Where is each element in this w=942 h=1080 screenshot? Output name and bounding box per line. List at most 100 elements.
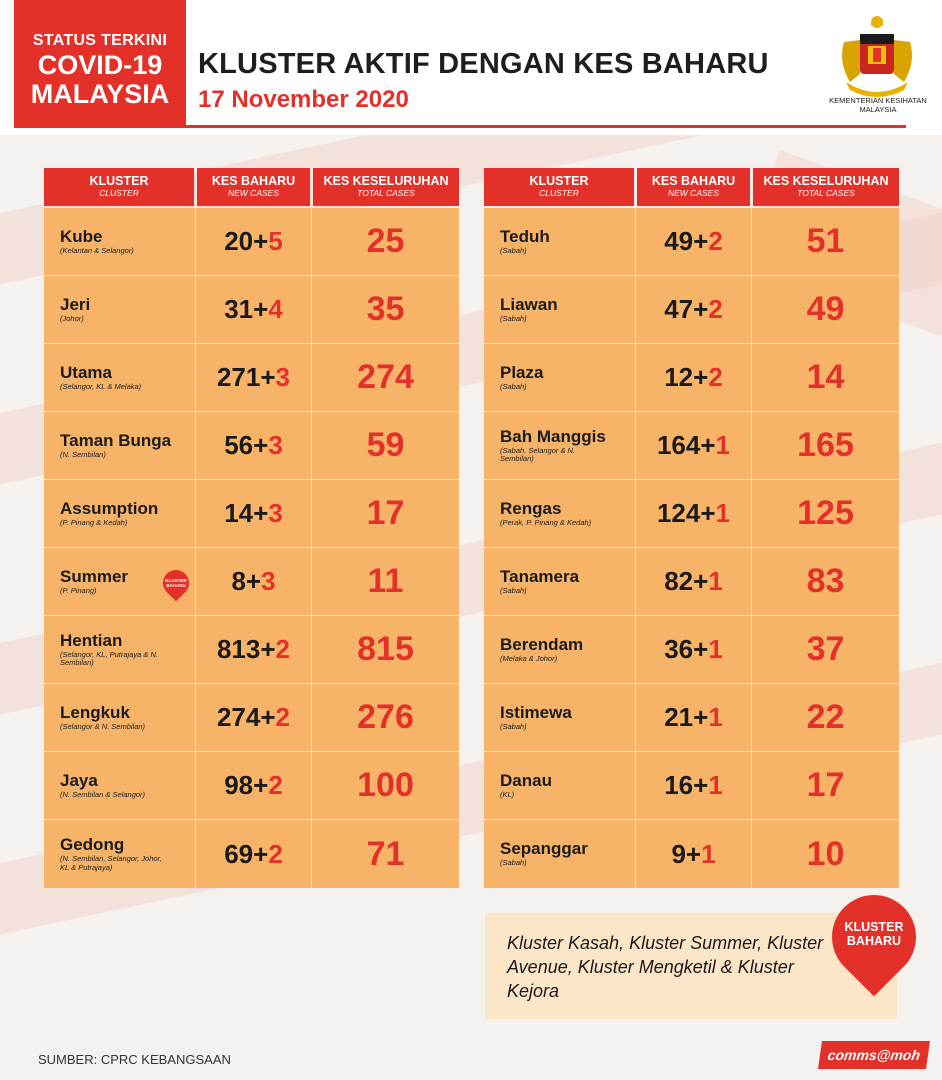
col-cluster-header: KLUSTER CLUSTER — [44, 168, 194, 206]
cluster-cell: Jaya (N. Sembilan & Selangor) — [44, 752, 196, 819]
cluster-name: Sepanggar — [500, 839, 588, 859]
cluster-table-right: KLUSTER CLUSTER KES BAHARU NEW CASES KES… — [484, 168, 899, 888]
cluster-table-left: KLUSTER CLUSTER KES BAHARU NEW CASES KES… — [44, 168, 459, 888]
cluster-name: Istimewa — [500, 702, 572, 722]
total-cases-cell: 14 — [752, 344, 899, 411]
table-row: Istimewa (Sabah) 21+1 22 — [484, 684, 899, 752]
cluster-cell: Utama (Selangor, KL & Melaka) — [44, 344, 196, 411]
header-divider — [186, 125, 906, 128]
source-text: SUMBER: CPRC KEBANGSAAN — [38, 1052, 231, 1067]
table-row: Gedong (N. Sembilan, Selangor, Johor, KL … — [44, 820, 459, 888]
new-cases-value: 16+1 — [664, 770, 723, 800]
cluster-name: Assumption — [60, 498, 159, 518]
cluster-name: Kube — [60, 226, 103, 246]
cluster-region: (P. Pinang & Kedah) — [60, 517, 128, 527]
cluster-name: Danau — [500, 770, 552, 790]
cluster-region: (Selangor, KL & Melaka) — [60, 381, 142, 391]
new-cases-value: 69+2 — [224, 838, 283, 869]
total-cases-value: 49 — [806, 290, 845, 328]
new-cases-value: 47+2 — [664, 294, 723, 324]
new-cases-cell: 98+2 — [196, 752, 312, 819]
total-cases-value: 10 — [806, 834, 845, 873]
new-cases-value: 49+2 — [664, 226, 723, 256]
table-row: Bah Manggis (Sabah, Selangor & N. Sembila… — [484, 412, 899, 480]
cluster-name: Summer — [60, 566, 129, 586]
cluster-region: (KL) — [500, 789, 515, 799]
table-row: Danau (KL) 16+1 17 — [484, 752, 899, 820]
table-row: Berendam (Melaka & Johor) 36+1 37 — [484, 616, 899, 684]
new-cases-value: 12+2 — [664, 362, 723, 392]
total-cases-cell: 49 — [752, 276, 899, 343]
cluster-cell: Gedong (N. Sembilan, Selangor, Johor, KL … — [44, 820, 196, 888]
comms-logo: comms@moh — [818, 1041, 930, 1069]
new-cases-cell: 69+2 — [196, 820, 312, 888]
cluster-region: (Sabah) — [500, 721, 527, 731]
total-cases-value: 165 — [797, 426, 854, 464]
total-cases-cell: 276 — [312, 684, 459, 751]
col-total-header: KES KESELURUHAN TOTAL CASES — [753, 168, 899, 206]
new-cases-value: 271+3 — [216, 362, 291, 392]
cluster-cell: Bah Manggis (Sabah, Selangor & N. Sembila… — [484, 412, 636, 479]
status-line3: MALAYSIA — [30, 79, 170, 109]
table-row: Teduh (Sabah) 49+2 51 — [484, 208, 899, 276]
page-title: KLUSTER AKTIF DENGAN KES BAHARU — [198, 48, 769, 80]
new-cases-value: 124+1 — [656, 498, 731, 528]
cluster-cell: Summer (P. Pinang) KLUSTER BAHARU — [44, 548, 196, 615]
total-cases-value: 59 — [366, 426, 405, 464]
new-cases-value: 813+2 — [216, 634, 291, 664]
total-cases-cell: 51 — [752, 208, 899, 275]
cluster-region: (Sabah) — [500, 245, 527, 255]
total-cases-value: 83 — [806, 562, 845, 600]
new-cases-value: 98+2 — [224, 770, 283, 800]
cluster-cell: Rengas (Perak, P. Pinang & Kedah) — [484, 480, 636, 547]
table-row: Liawan (Sabah) 47+2 49 — [484, 276, 899, 344]
total-cases-value: 276 — [357, 698, 414, 736]
cluster-name: Liawan — [500, 294, 558, 314]
cluster-name: Gedong — [60, 835, 125, 854]
cluster-region: (Selangor, KL, Putrajaya & N. Sembilan) — [60, 649, 158, 667]
cluster-name: Berendam — [500, 634, 584, 654]
cluster-region: (Perak, P. Pinang & Kedah) — [500, 517, 592, 527]
col-cluster-header: KLUSTER CLUSTER — [484, 168, 634, 206]
table-row: Taman Bunga (N. Sembilan) 56+3 59 — [44, 412, 459, 480]
cluster-name: Tanamera — [500, 566, 580, 586]
table-row: Assumption (P. Pinang & Kedah) 14+3 17 — [44, 480, 459, 548]
table-row: Tanamera (Sabah) 82+1 83 — [484, 548, 899, 616]
cluster-cell: Liawan (Sabah) — [484, 276, 636, 343]
new-cases-cell: 124+1 — [636, 480, 752, 547]
total-cases-value: 100 — [357, 766, 414, 804]
new-cases-cell: 31+4 — [196, 276, 312, 343]
cluster-cell: Danau (KL) — [484, 752, 636, 819]
col-new-header: KES BAHARU NEW CASES — [197, 168, 310, 206]
table-body: Kube (Kelantan & Selangor) 20+5 25 Jeri (Joho… — [44, 208, 459, 888]
cluster-name: Utama — [60, 362, 112, 382]
cluster-name: Lengkuk — [60, 702, 130, 722]
total-cases-value: 11 — [367, 562, 404, 600]
new-cases-cell: 164+1 — [636, 412, 752, 479]
new-cases-cell: 36+1 — [636, 616, 752, 683]
cluster-name: Rengas — [500, 498, 562, 518]
header: STATUS TERKINI COVID-19 MALAYSIA KLUSTER… — [0, 0, 942, 135]
table-row: Rengas (Perak, P. Pinang & Kedah) 124+1 125 — [484, 480, 899, 548]
table-body: Teduh (Sabah) 49+2 51 Liawan (Sabah) 47+2 49 Pla… — [484, 208, 899, 888]
cluster-region: (Selangor & N. Sembilan) — [60, 721, 146, 731]
new-cluster-badge: KLUSTER BAHARU — [844, 920, 904, 948]
new-cases-cell: 56+3 — [196, 412, 312, 479]
new-cluster-pin-icon: KLUSTER BAHARU — [157, 564, 195, 602]
new-cases-value: 21+1 — [664, 702, 723, 732]
total-cases-cell: 815 — [312, 616, 459, 683]
total-cases-cell: 59 — [312, 412, 459, 479]
total-cases-cell: 125 — [752, 480, 899, 547]
new-cases-cell: 47+2 — [636, 276, 752, 343]
new-cases-value: 164+1 — [656, 430, 731, 460]
cluster-cell: Lengkuk (Selangor & N. Sembilan) — [44, 684, 196, 751]
total-cases-cell: 17 — [752, 752, 899, 819]
cluster-cell: Tanamera (Sabah) — [484, 548, 636, 615]
new-cases-cell: 16+1 — [636, 752, 752, 819]
ministry-name: KEMENTERIAN KESIHATAN MALAYSIA — [829, 96, 927, 114]
cluster-cell: Taman Bunga (N. Sembilan) — [44, 412, 196, 479]
total-cases-cell: 11 — [312, 548, 459, 615]
cluster-region: (Kelantan & Selangor) — [60, 245, 134, 255]
cluster-region: (Johor) — [60, 313, 84, 323]
total-cases-value: 17 — [366, 494, 405, 532]
